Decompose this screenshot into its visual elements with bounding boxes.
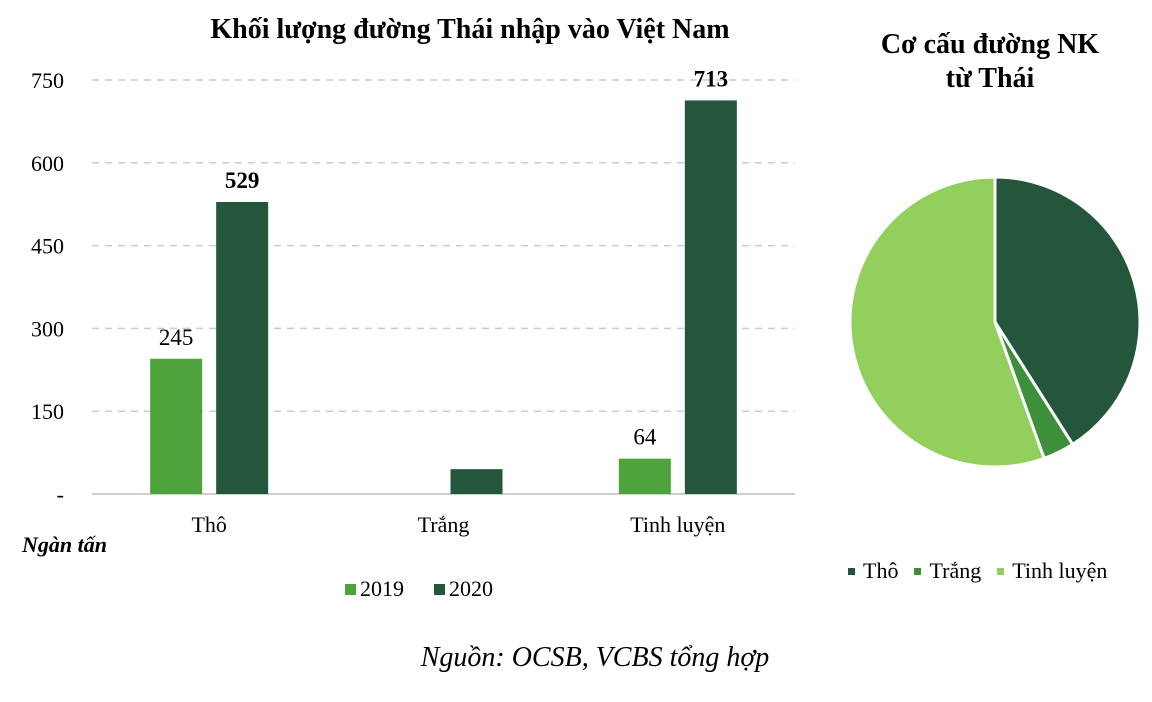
legend-swatch-2019 <box>345 583 356 595</box>
legend-swatch-2020 <box>434 583 445 595</box>
bar-2020-0 <box>216 201 269 494</box>
data-label-2019-2: 64 <box>633 425 657 450</box>
pie-legend-item-trang: Trắng <box>914 558 981 584</box>
x-tick-label-2: Tinh luyện <box>630 512 725 537</box>
data-label-2019-0: 245 <box>159 325 194 350</box>
pie-chart-title: Cơ cấu đường NK từ Thái <box>840 28 1140 96</box>
pie-legend-label-tho: Thô <box>863 558 899 583</box>
data-label-2020-0: 529 <box>225 168 260 193</box>
y-tick-label-0: - <box>57 482 64 507</box>
legend-label-2019: 2019 <box>360 576 404 601</box>
pie-slice-tinh-luyện <box>848 175 1047 469</box>
pie-legend-label-trang: Trắng <box>929 558 982 583</box>
data-label-2020-2: 713 <box>694 66 729 91</box>
y-tick-label-2: 300 <box>31 316 64 341</box>
legend-item-2019: 2019 <box>345 576 404 602</box>
pie-legend-item-tinh-luyen: Tinh luyện <box>997 558 1107 584</box>
x-tick-label-1: Trắng <box>418 512 470 537</box>
legend-label-2020: 2020 <box>449 576 493 601</box>
bar-legend: 2019 2020 <box>345 576 523 602</box>
unit-label: Ngàn tấn <box>22 532 107 557</box>
pie-legend-item-tho: Thô <box>848 558 898 584</box>
y-tick-label-5: 750 <box>31 68 64 93</box>
y-tick-label-3: 450 <box>31 234 64 259</box>
bar-2020-2 <box>684 100 737 494</box>
bar-2019-0 <box>150 358 203 494</box>
y-tick-label-4: 600 <box>31 151 64 176</box>
pie-legend-marker-trang <box>914 567 922 575</box>
pie-legend-marker-tho <box>848 567 855 575</box>
pie-legend-label-tinh-luyen: Tinh luyện <box>1012 558 1108 583</box>
pie-title-line-1: Cơ cấu đường NK <box>880 29 1100 60</box>
x-tick-label-0: Thô <box>191 512 226 537</box>
bar-2020-1 <box>450 469 503 494</box>
y-tick-label-1: 150 <box>31 399 64 424</box>
pie-legend: Thô Trắng Tinh luyện <box>848 558 1123 584</box>
bar-2019-2 <box>618 458 671 494</box>
bar-chart-title: Khối lượng đường Thái nhập vào Việt Nam <box>210 14 730 45</box>
pie-title-line-2: từ Thái <box>945 63 1035 94</box>
legend-item-2020: 2020 <box>434 576 493 602</box>
pie-legend-marker-tinh-luyen <box>997 567 1005 575</box>
source-note: Nguồn: OCSB, VCBS tổng hợp <box>420 642 770 673</box>
